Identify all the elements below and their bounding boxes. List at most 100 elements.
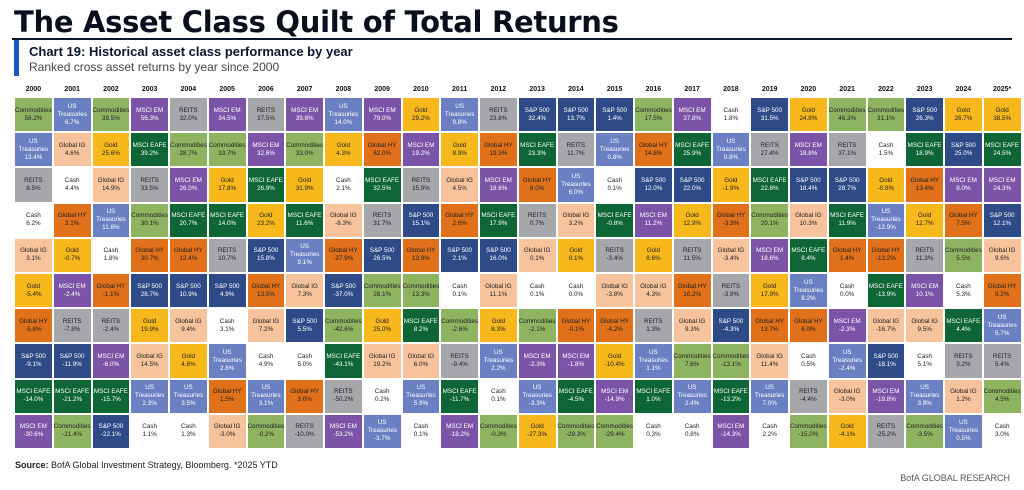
year-header: 2001 — [64, 86, 80, 93]
quilt-cell: Cash 0.1% — [518, 273, 556, 308]
asset-label: Global IG — [601, 282, 628, 290]
return-value: -0.8% — [606, 220, 623, 228]
asset-label: S&P 500 — [524, 106, 550, 114]
return-value: 31.1% — [876, 114, 895, 122]
asset-label: Gold — [646, 247, 661, 255]
year-column: 2013 S&P 500 32.4% MSCI EAFE 23.3% Global HY 8… — [518, 86, 556, 448]
asset-label: Global IG — [562, 212, 590, 220]
year-column: 2011 US Treasuries 9.8% Gold 8.9% Global IG 4.… — [441, 86, 478, 448]
return-value: 3.1% — [26, 255, 41, 263]
return-value: -25.2% — [875, 431, 896, 439]
asset-label: S&P 500 — [989, 212, 1015, 220]
return-value: 4.4% — [956, 325, 971, 333]
asset-label: Gold — [104, 141, 118, 149]
asset-label: REITS — [605, 247, 624, 255]
quilt-cell: MSCI EAFE -0.8% — [596, 203, 633, 237]
return-value: 1.3% — [181, 431, 196, 439]
quilt-cell: Global IG 11.1% — [480, 273, 517, 308]
asset-label: Global IG — [833, 388, 861, 396]
return-value: -4.2% — [606, 325, 623, 333]
asset-label: Cash — [219, 317, 235, 325]
return-value: 19.3% — [489, 149, 508, 157]
return-value: -11.7% — [449, 396, 470, 404]
return-value: 33.5% — [140, 184, 159, 192]
return-value: 37.8% — [683, 114, 702, 122]
asset-label: Cash — [801, 352, 816, 360]
year-header: 2006 — [258, 86, 274, 93]
year-column: 2019 S&P 500 31.5% REITS 27.4% MSCI EAFE 22.8%… — [751, 86, 788, 448]
return-value: -13.2% — [875, 255, 896, 263]
quilt-cell: MSCI EM -1.8% — [557, 344, 595, 378]
quilt-cell: MSCI EM 18.8% — [790, 133, 827, 167]
asset-label: Global HY — [406, 247, 436, 255]
return-value: 14.0% — [334, 118, 353, 126]
quilt-cell: Global HY -0.1% — [557, 309, 595, 343]
quilt-cell: Global HY 12.4% — [170, 238, 207, 272]
quilt-cell: Gold 4.6% — [170, 344, 207, 378]
return-value: -19.8% — [875, 396, 896, 404]
return-value: -27.9% — [333, 255, 354, 263]
asset-label: MSCI EAFE — [558, 388, 593, 396]
return-value: 1.4% — [839, 255, 855, 263]
return-value: 1.8% — [723, 114, 739, 122]
quilt-cell: Commodities -2.6% — [441, 309, 478, 343]
return-value: -2.3% — [528, 360, 546, 368]
return-value: 39.2% — [140, 149, 159, 157]
asset-label: Global HY — [19, 317, 48, 325]
asset-label: US Treasuries — [289, 243, 320, 259]
quilt-cell: Gold 0.1% — [557, 238, 595, 272]
quilt-cell: Gold 8.3% — [480, 309, 517, 343]
return-value: 9.2% — [994, 290, 1010, 298]
return-value: 2.4% — [684, 400, 700, 408]
year-header: 2025* — [992, 86, 1012, 93]
quilt-cell: MSCI EM 26.0% — [170, 168, 207, 202]
quilt-cell: REITS 15.9% — [402, 168, 440, 202]
asset-label: Commodities — [480, 423, 517, 431]
quilt-cell: Global IG 7.2% — [247, 309, 285, 343]
quilt-cell: Global IG 4.3% — [635, 273, 672, 308]
quilt-cell: MSCI EAFE 32.5% — [363, 168, 401, 202]
quilt-cell: Cash 6.2% — [15, 203, 52, 237]
return-value: 13.9% — [411, 255, 430, 263]
quilt-cell: S&P 500 -4.3% — [712, 309, 750, 343]
return-value: -8.3% — [335, 220, 352, 228]
asset-label: S&P 500 — [331, 282, 356, 290]
quilt-cell: MSCI EAFE -11.7% — [441, 379, 478, 413]
asset-label: Cash — [336, 176, 351, 184]
quilt-cell: REITS 11.7% — [557, 133, 595, 167]
quilt-cell: Cash 0.1% — [480, 379, 517, 413]
return-value: 15.1% — [411, 220, 430, 228]
quilt-cell: Commodities 17.5% — [635, 98, 672, 132]
asset-label: Commodities — [790, 423, 827, 431]
asset-label: REITS — [876, 423, 896, 431]
quilt-cell: Cash 0.2% — [363, 379, 401, 413]
asset-label: MSCI EAFE — [597, 212, 632, 220]
return-value: 5.5% — [956, 255, 971, 263]
asset-label: MSCI EAFE — [481, 212, 516, 220]
quilt-cell: Commodities 58.2% — [15, 98, 52, 132]
asset-label: S&P 500 — [369, 247, 395, 255]
year-header: 2015 — [606, 86, 623, 93]
return-value: 9.5% — [917, 325, 932, 333]
return-value: 5.4% — [994, 360, 1010, 368]
quilt-cell: Global IG -3.0% — [828, 379, 866, 413]
year-column: 2007 MSCI EM 39.8% Commodities 33.0% Gold 31.9… — [286, 86, 323, 448]
asset-label: Global IG — [717, 247, 745, 255]
asset-label: MSCI EAFE — [907, 141, 942, 149]
asset-label: US Treasuries — [638, 348, 669, 364]
asset-label: Global HY — [484, 141, 513, 149]
asset-label: Gold — [65, 247, 79, 255]
quilt-cell: Gold 17.8% — [208, 168, 246, 202]
quilt-cell: US Treasuries -12.9% — [867, 203, 905, 237]
quilt-cell: Gold 25.0% — [363, 309, 401, 343]
return-value: -22.1% — [100, 431, 121, 439]
asset-label: MSCI EAFE — [326, 352, 361, 360]
return-value: 0.8% — [607, 153, 622, 161]
asset-label: Global IG — [678, 317, 706, 325]
asset-label: REITS — [527, 212, 547, 220]
quilt-cell: MSCI EAFE -13.2% — [712, 379, 750, 413]
quilt-cell: US Treasuries 1.1% — [635, 344, 672, 378]
quilt-cell: US Treasuries -3.7% — [363, 414, 401, 448]
asset-label: REITS — [566, 141, 586, 149]
return-value: 22.0% — [683, 184, 702, 192]
